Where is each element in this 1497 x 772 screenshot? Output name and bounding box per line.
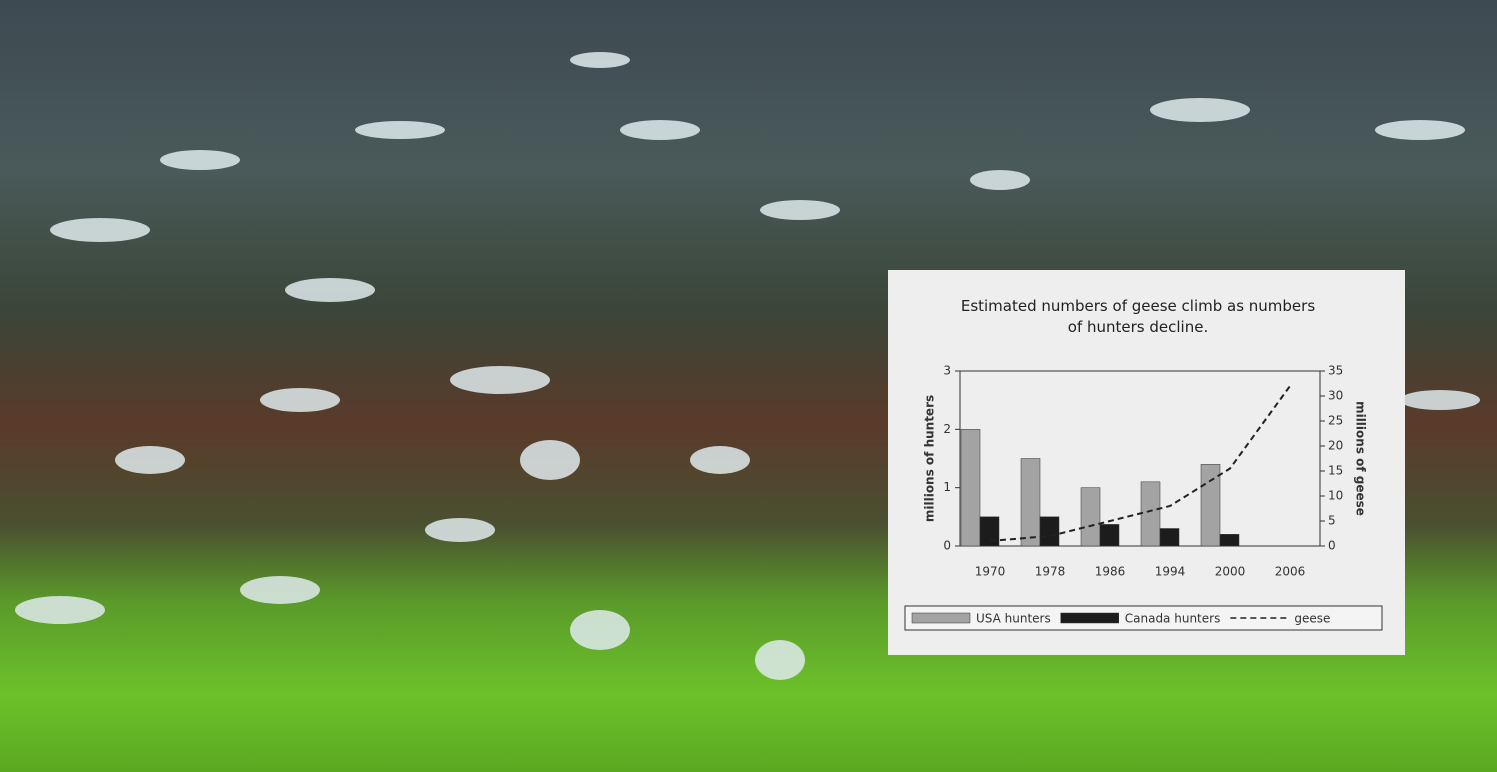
- bar: [1100, 524, 1119, 546]
- y2-tick-label: 0: [1328, 539, 1336, 553]
- y-tick-label: 2: [943, 422, 951, 436]
- bar: [1160, 529, 1179, 547]
- y-tick-label: 0: [943, 539, 951, 553]
- legend-label: geese: [1294, 612, 1330, 626]
- chart-panel: Estimated numbers of geese climb as numb…: [888, 270, 1405, 655]
- page: {"chart_data":{"type":"bar","title":"Est…: [0, 0, 1497, 772]
- legend-swatch: [1061, 613, 1119, 623]
- plot-frame: [960, 371, 1320, 546]
- legend-label: Canada hunters: [1125, 612, 1221, 626]
- y-tick-label: 1: [943, 480, 951, 494]
- bar: [1040, 517, 1059, 546]
- x-tick-label: 1994: [1155, 565, 1186, 579]
- bar: [1141, 482, 1160, 546]
- x-tick-label: 1978: [1035, 565, 1066, 579]
- bar: [1081, 488, 1100, 546]
- y-tick-label: 3: [943, 364, 951, 378]
- x-tick-label: 2006: [1275, 565, 1306, 579]
- y2-tick-label: 5: [1328, 514, 1336, 528]
- y2-tick-label: 25: [1328, 414, 1343, 428]
- y2-tick-label: 30: [1328, 389, 1343, 403]
- y2-tick-label: 20: [1328, 439, 1343, 453]
- x-tick-label: 2000: [1215, 565, 1246, 579]
- bar: [1220, 534, 1239, 546]
- legend-swatch: [912, 613, 970, 623]
- x-tick-label: 1986: [1095, 565, 1126, 579]
- x-tick-label: 1970: [975, 565, 1006, 579]
- y2-tick-label: 35: [1328, 364, 1343, 378]
- y2-axis-label: millions of geese: [1354, 401, 1368, 516]
- bar: [1201, 464, 1220, 546]
- bar: [961, 429, 980, 546]
- y2-tick-label: 10: [1328, 489, 1343, 503]
- y2-tick-label: 15: [1328, 464, 1343, 478]
- bar: [980, 517, 999, 546]
- y-axis-label: millions of hunters: [923, 395, 937, 522]
- legend-label: USA hunters: [976, 612, 1051, 626]
- bar: [1021, 459, 1040, 547]
